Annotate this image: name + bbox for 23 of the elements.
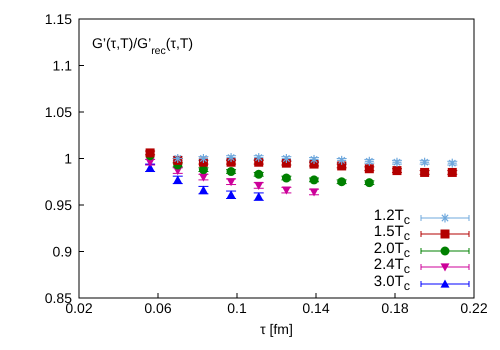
x-tick-label: 0.18	[381, 300, 409, 316]
x-tick-label: 0.06	[144, 300, 172, 316]
y-tick-label: 0.9	[52, 243, 72, 260]
point	[254, 170, 264, 179]
x-axis-title: τ [fm]	[260, 321, 293, 337]
x-tick-label: 0.22	[460, 300, 488, 316]
point	[392, 166, 402, 176]
point	[337, 177, 346, 186]
point	[226, 167, 236, 176]
y-tick-label: 1	[64, 150, 72, 166]
y-tick-label: 1.05	[44, 104, 72, 120]
y-tick-label: 1.15	[44, 10, 72, 27]
text: G’(τ,T)/G’$_{rec}$(τ,T)	[92, 35, 194, 57]
x-tick-label: 0.14	[302, 300, 330, 316]
point	[448, 168, 457, 177]
point	[282, 174, 291, 183]
x-tick-label: 0.1	[227, 300, 247, 316]
point	[364, 178, 374, 188]
point	[420, 168, 430, 177]
y-tick-label: 0.95	[44, 196, 72, 213]
point	[310, 175, 319, 184]
y-tick-label: 1.1	[52, 57, 72, 74]
point	[146, 148, 155, 158]
